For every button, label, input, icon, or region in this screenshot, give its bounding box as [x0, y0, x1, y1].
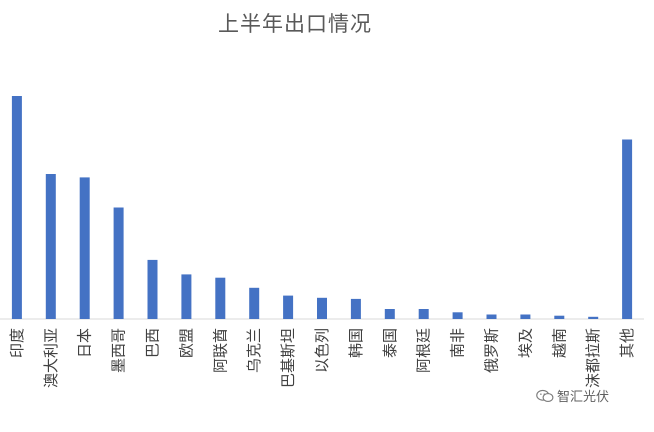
x-tick-label: 巴基斯坦: [279, 328, 297, 388]
x-tick-label: 印度: [8, 328, 26, 358]
x-tick-label: 日本: [76, 328, 94, 358]
wechat-logo-icon: [536, 389, 554, 402]
bar-其他: [622, 139, 633, 319]
x-tick-label: 澳大利亚: [42, 328, 60, 388]
x-tick-label: 巴西: [144, 328, 162, 358]
bar-俄罗斯: [486, 314, 497, 319]
bar-以色列: [317, 297, 327, 319]
chart-title: 上半年出口情况: [218, 12, 372, 36]
bar-阿联酋: [215, 277, 226, 319]
x-tick-label: 泰国: [381, 328, 399, 358]
bar-墨西哥: [113, 207, 124, 319]
x-tick-label: 阿根廷: [415, 328, 433, 373]
bar-韩国: [350, 298, 361, 319]
bar-印度: [11, 96, 22, 319]
bar-阿根廷: [418, 309, 429, 319]
bar-南非: [452, 312, 463, 319]
bar-日本: [79, 177, 90, 319]
bars-group: [11, 96, 633, 319]
watermark-text: 智汇光伏: [557, 390, 610, 405]
x-tick-label: 埃及: [516, 328, 534, 358]
bar-欧盟: [181, 274, 192, 319]
bar-乌克兰: [249, 287, 260, 319]
bar-巴基斯坦: [283, 295, 294, 319]
x-tick-label: 俄罗斯: [483, 328, 501, 373]
x-tick-label: 沫都拉斯: [584, 328, 602, 388]
bar-澳大利亚: [45, 174, 56, 319]
x-tick-labels: 印度 澳大利亚 日本 墨西哥 巴西 欧盟 阿联酋 乌克兰 巴基斯坦 以色列 韩国 泰国 阿根廷 南非 俄罗斯…: [8, 328, 636, 388]
x-tick-label: 越南: [550, 328, 568, 358]
x-tick-label: 以色列: [313, 328, 331, 373]
x-tick-label: 墨西哥: [110, 328, 128, 373]
bar-埃及: [520, 314, 531, 319]
x-tick-label: 阿联酋: [211, 328, 229, 373]
watermark: 智汇光伏: [536, 386, 609, 405]
bar-越南: [554, 315, 565, 319]
bar-泰国: [384, 309, 395, 319]
x-tick-label: 韩国: [347, 328, 365, 358]
x-tick-label: 南非: [449, 328, 467, 358]
x-tick-label: 其他: [618, 328, 636, 358]
bar-沫都拉斯: [588, 316, 599, 319]
x-tick-label: 乌克兰: [245, 328, 263, 373]
x-tick-label: 欧盟: [177, 328, 195, 358]
bar-巴西: [147, 259, 158, 319]
